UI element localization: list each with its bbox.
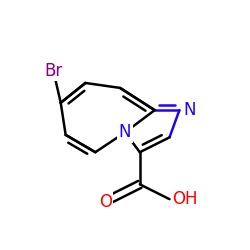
Text: N: N [183,101,196,119]
Text: N: N [119,124,131,142]
Text: OH: OH [172,190,198,208]
Text: O: O [99,193,112,211]
Text: Br: Br [44,62,62,80]
